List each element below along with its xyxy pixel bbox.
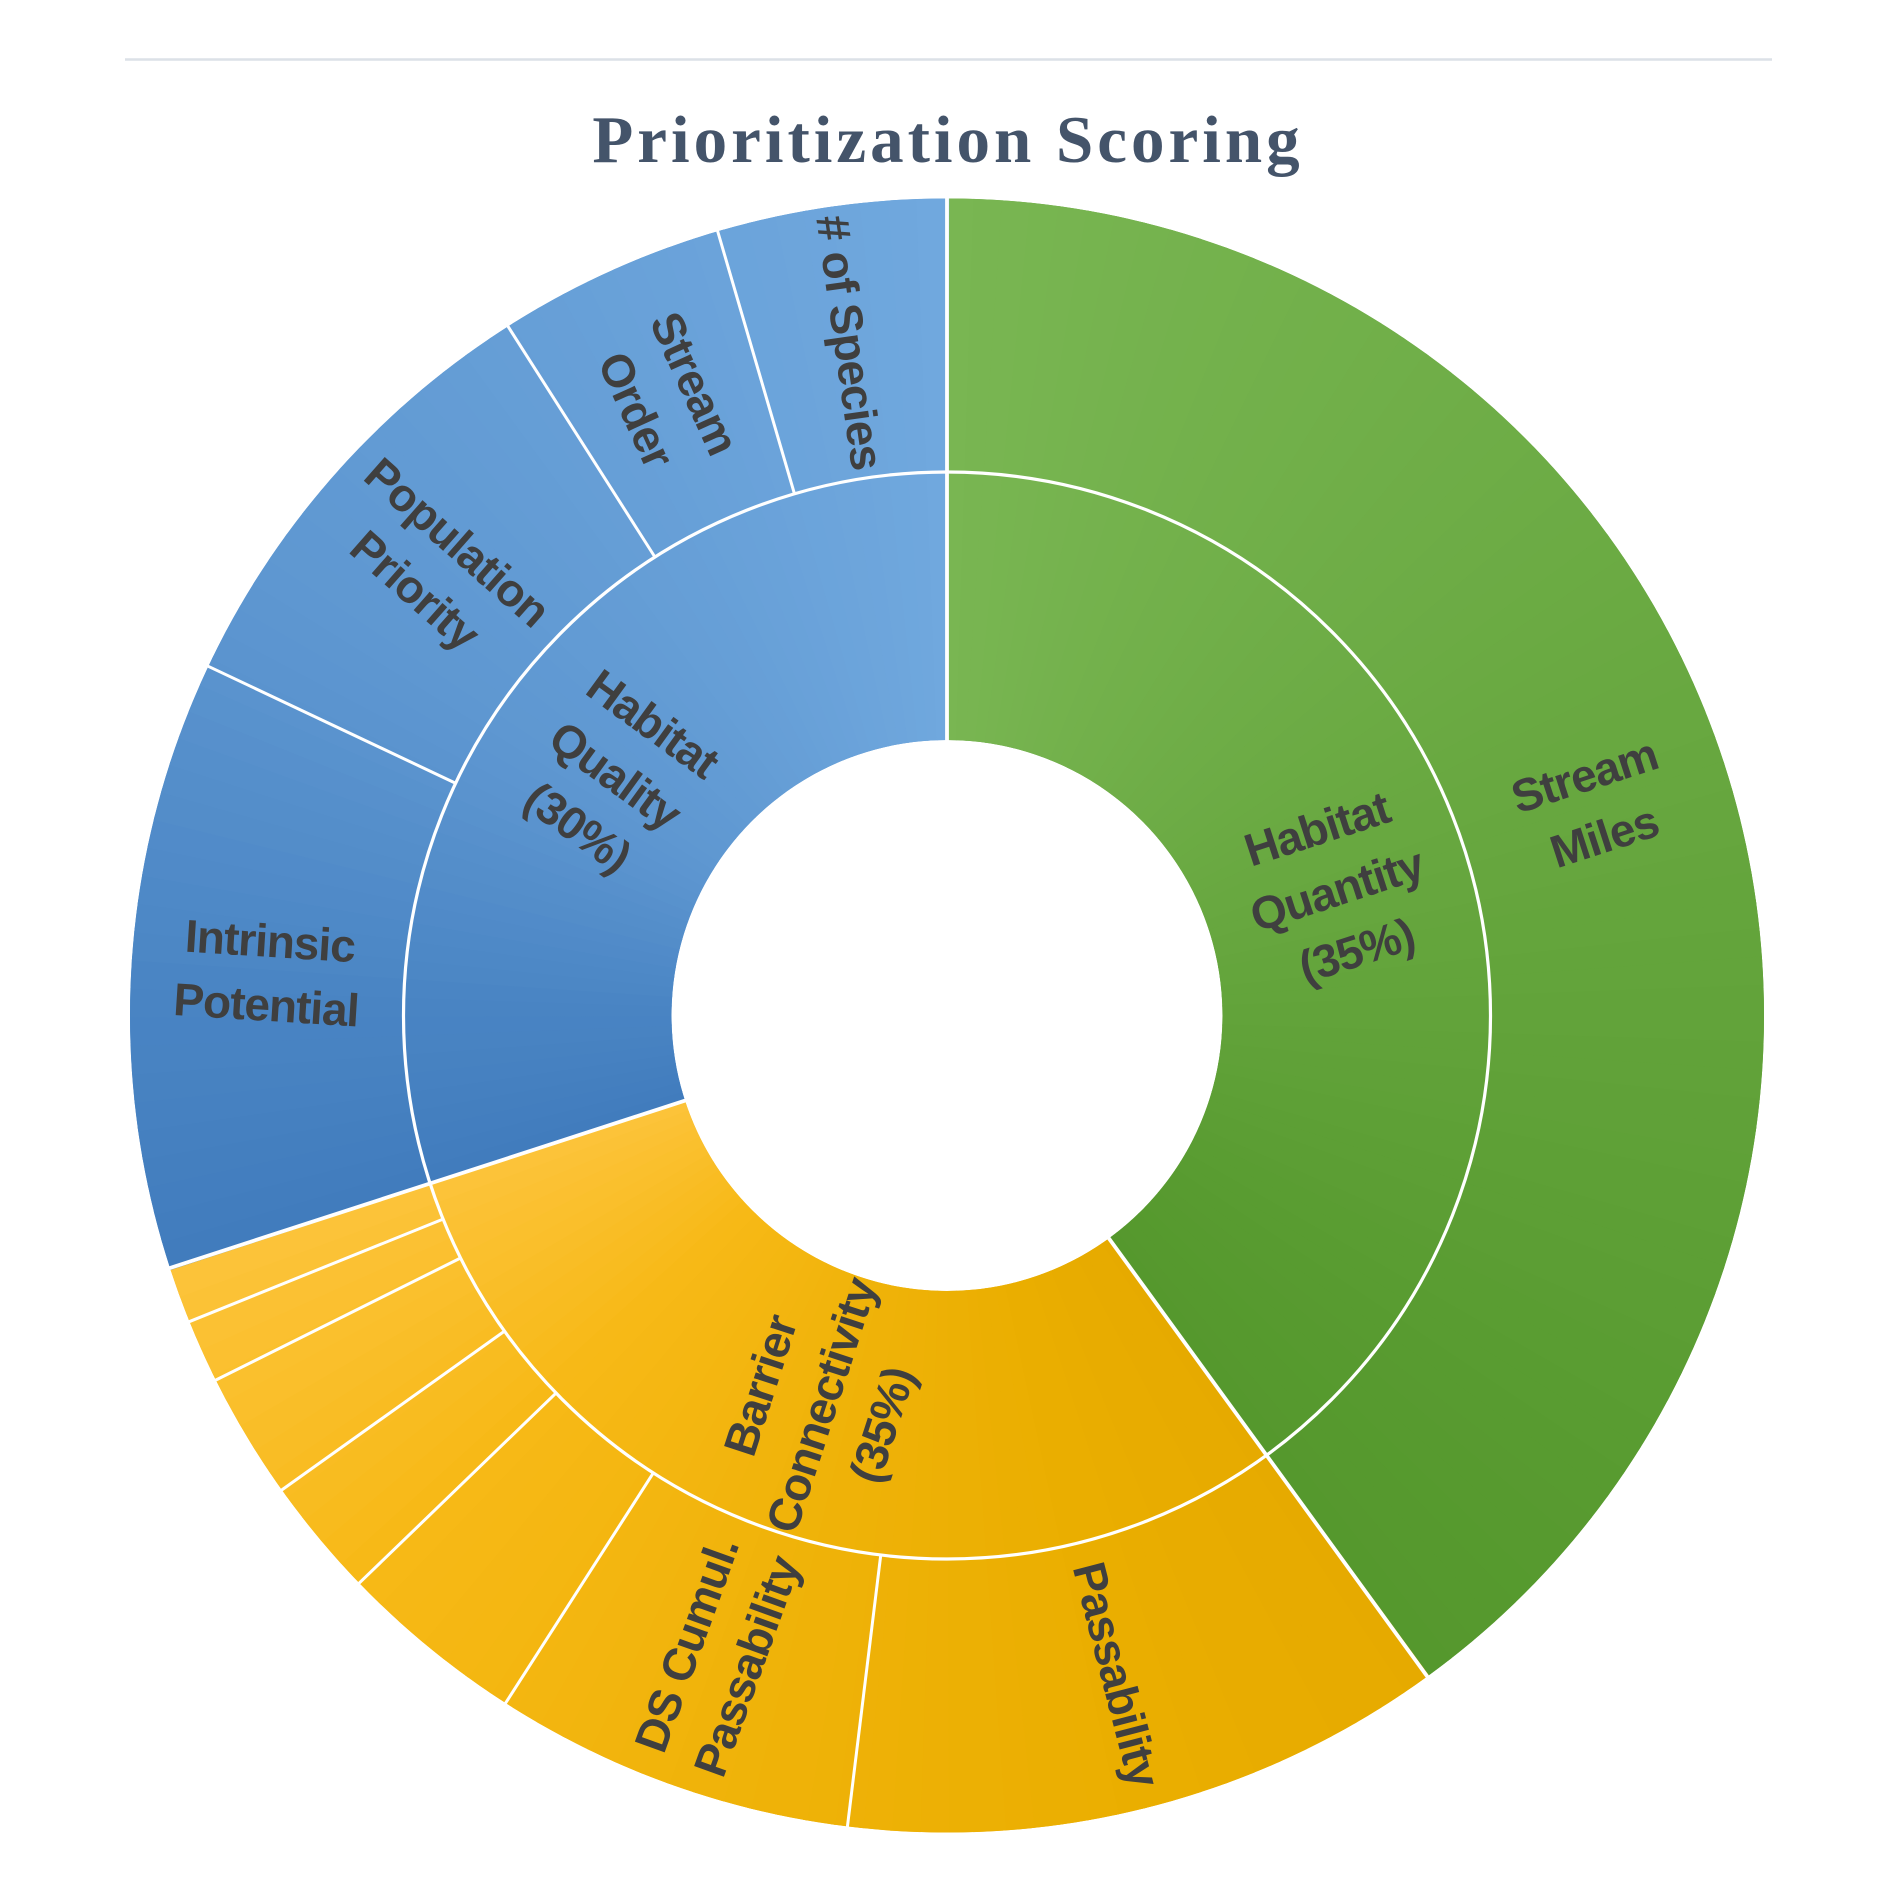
svg-text:IntrinsicPotential: IntrinsicPotential <box>172 909 364 1036</box>
svg-text:Prioritization Scoring: Prioritization Scoring <box>592 103 1303 177</box>
